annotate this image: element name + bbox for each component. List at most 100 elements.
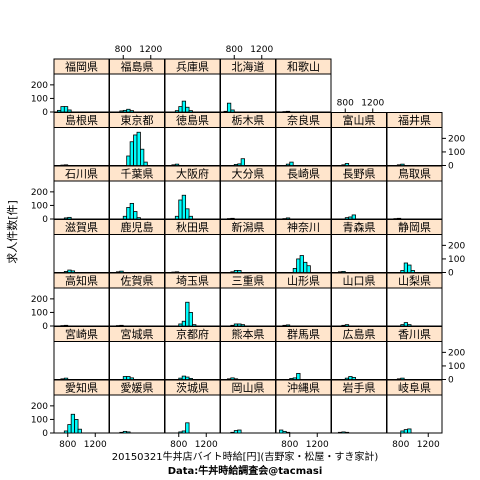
histogram-bar [285,324,291,327]
panel: 東京都 [109,112,165,166]
histogram-bar [403,322,409,327]
histogram-bar [171,271,176,273]
histogram-bar [233,270,239,273]
y-tick-label: 200 [448,134,465,144]
histogram-bar [407,264,412,273]
histogram-bar [292,377,298,380]
histogram-bar [396,164,402,166]
histogram-bar [74,419,79,434]
panel-frame [331,287,387,327]
panel-frame [220,234,276,273]
histogram-bar [77,428,82,434]
x-tick-label: 800 [392,440,409,450]
y-tick-label: 100 [448,148,465,158]
panel: 佐賀県 [109,272,165,327]
x-tick-label: 1200 [361,99,384,109]
histogram-bar [223,110,228,113]
histogram-bar [67,109,72,113]
y-tick-label: 200 [448,348,465,358]
histogram-bar [181,375,187,380]
histogram-bar [185,106,190,113]
histogram-bar [396,217,402,220]
y-tick-label: 100 [31,94,48,104]
histogram-bar [174,271,180,273]
histogram-bar [230,217,235,220]
panel-title: 福井県 [398,113,431,127]
y-tick-label: 100 [31,415,48,425]
panel-title: 大分県 [232,167,265,181]
x-tick-label: 800 [337,99,354,109]
panel-frame [220,341,276,380]
panel-frame [275,73,332,113]
histogram-bar [285,163,291,166]
panel-frame [53,127,110,166]
histogram-bar [126,155,131,166]
histogram-bar [122,215,128,220]
y-tick-label: 200 [31,402,48,412]
histogram-bar [115,325,121,327]
panel-title: 群馬県 [287,327,320,341]
x-tick-label: 1200 [417,440,440,450]
histogram-bar [119,110,124,113]
panel-title: 山形県 [287,275,320,288]
x-tick-label: 1200 [250,45,273,55]
panel: 鹿児島 [109,219,165,273]
histogram-bar [178,377,183,380]
panel: 秋田県 [164,219,221,273]
y-tick-label: 200 [31,81,48,91]
panel-frame [53,394,110,434]
panel-frame [275,287,332,327]
y-tick-label: 0 [448,162,454,172]
histogram-bar [63,164,69,166]
histogram-bar [400,270,405,273]
panel-frame [331,234,387,273]
histogram-bar [63,217,69,220]
histogram-bar [122,430,128,434]
histogram-bar [185,422,190,434]
histogram-bar [188,110,193,113]
histogram-bar [351,214,356,220]
y-tick-label: 0 [42,215,48,225]
panel: 大阪府 [164,165,221,220]
panel-title: 奈良県 [287,113,320,127]
y-tick-label: 0 [42,429,48,439]
histogram-bar [60,164,65,166]
panel: 京都府 [164,326,221,380]
histogram-bar [344,377,350,380]
panel-frame [164,341,221,380]
panel-title: 神奈川 [287,220,320,234]
panel-title: 千葉県 [121,167,154,181]
histogram-bar [226,378,232,380]
histogram-bar [344,163,350,166]
panel-title: 兵庫県 [176,60,209,74]
histogram-bar [226,218,232,220]
panel: 福島県 [109,58,165,113]
y-tick-label: 200 [448,241,465,251]
histogram-bar [237,323,242,327]
panel-title: 東京都 [121,113,154,127]
panel: 鳥取県 [386,165,443,220]
histogram-bar [282,430,287,434]
panel: 山梨県 [386,272,443,327]
panel-frame [53,341,110,380]
panel-title: 和歌山 [287,60,320,74]
histogram-bar [282,111,287,113]
panel-title: 鳥取県 [398,167,431,181]
histogram-bar [233,323,239,327]
panel: 沖縄県 [275,379,332,434]
histogram-bar [240,158,245,166]
histogram-bar [306,265,311,273]
histogram-bar [393,218,398,220]
histogram-bar [285,431,291,434]
panel-frame [331,180,387,220]
histogram-bar [403,262,409,273]
histogram-bar [67,216,72,220]
histogram-bar [63,324,69,327]
panel-title: 新潟県 [232,220,265,234]
panel-frame [386,127,443,166]
histogram-bar [63,106,69,113]
histogram-bar [282,218,287,220]
histogram-bar [410,270,415,273]
x-tick-label: 800 [170,440,187,450]
panel-title: 静岡県 [398,220,431,234]
